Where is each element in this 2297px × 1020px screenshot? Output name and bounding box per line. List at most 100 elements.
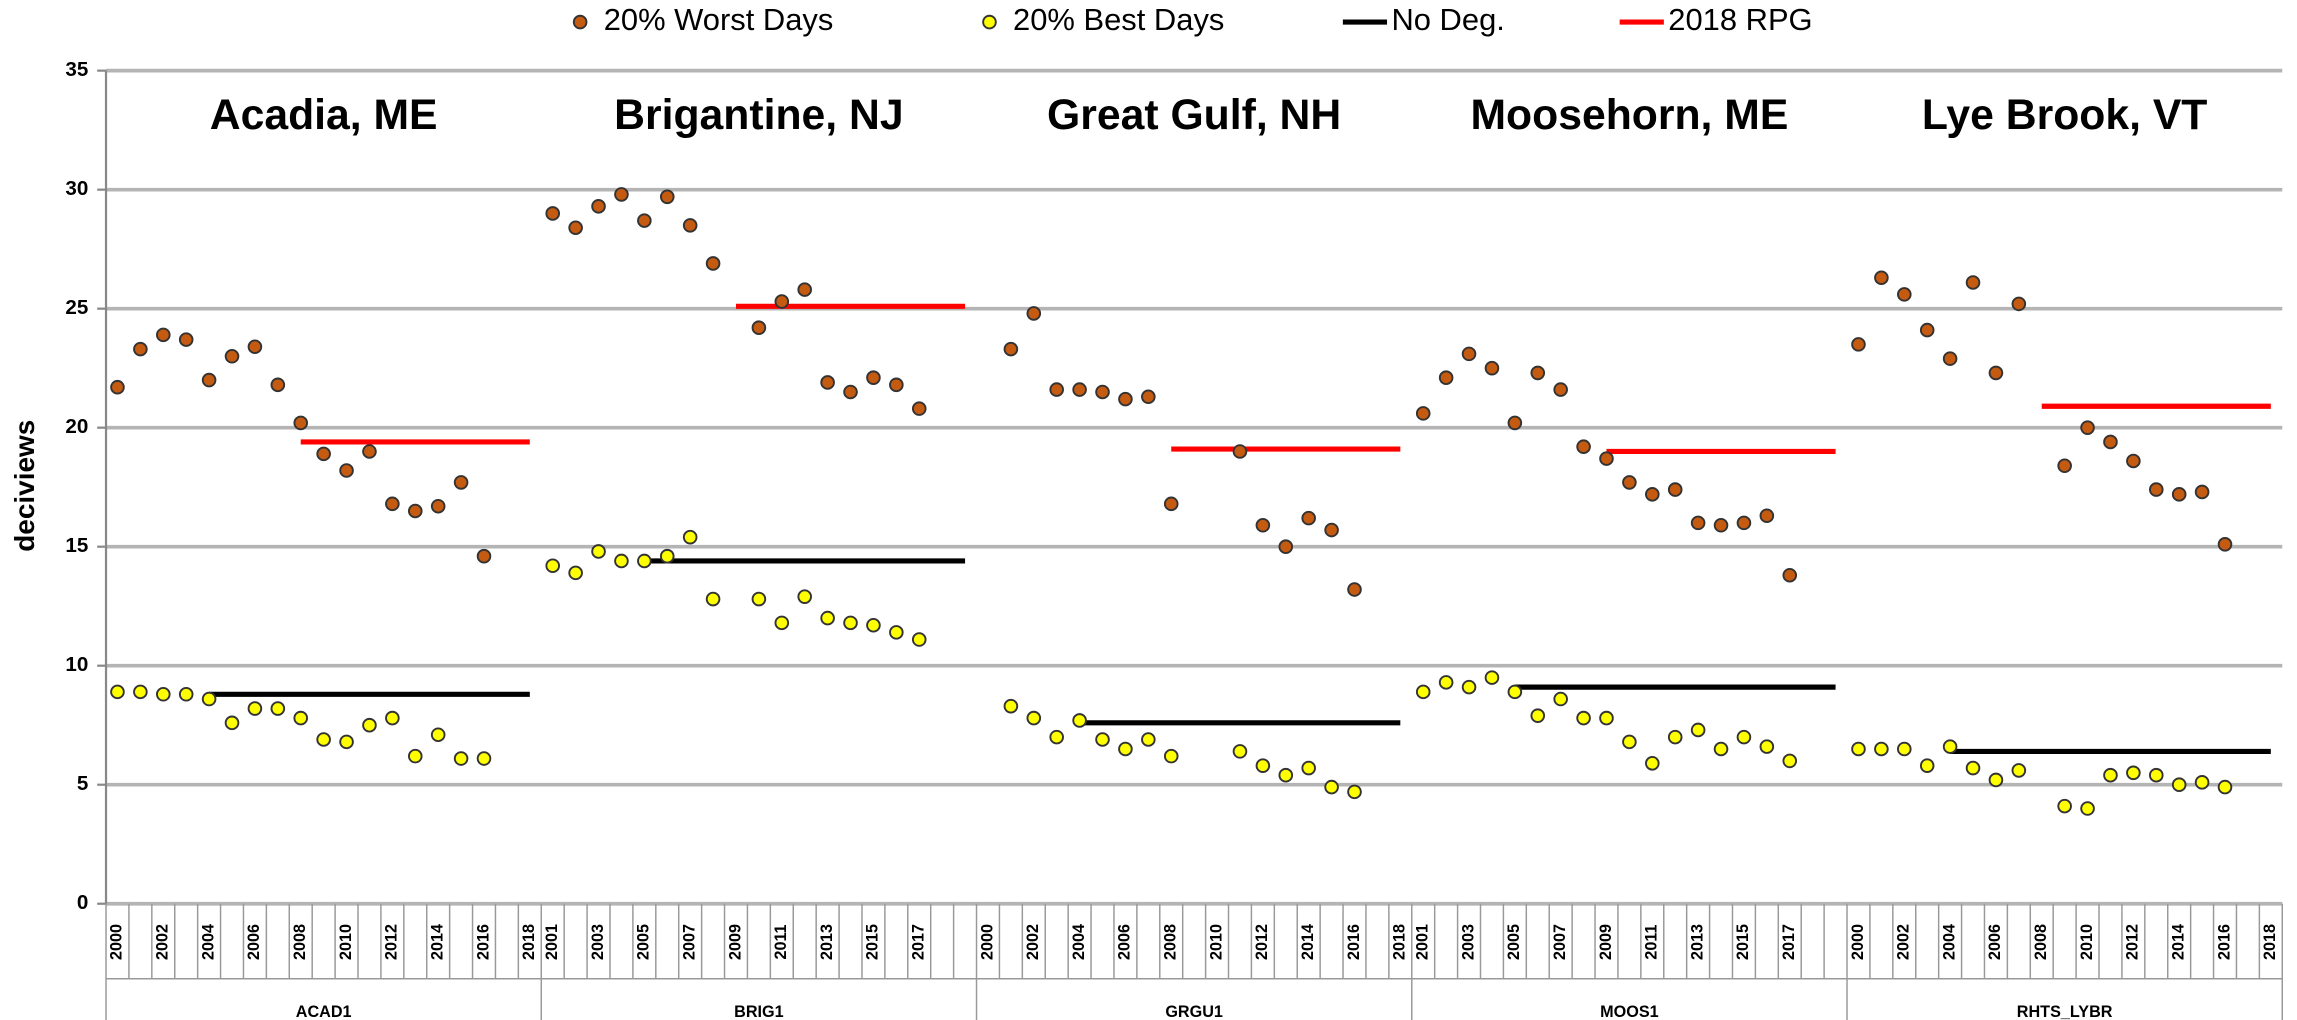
point [1072,382,1087,397]
point [751,591,767,607]
point [178,332,194,347]
x-tick-label: 2018 [1391,924,1409,960]
point [797,282,812,297]
point [110,379,125,395]
x-tick-label: 2000 [108,924,126,960]
point [1347,784,1362,800]
point [1301,760,1316,776]
x-tick-label: 2008 [2032,924,2050,960]
point [1851,741,1866,757]
point [1438,675,1454,690]
point [430,727,446,743]
x-tick-label: 2017 [910,924,928,960]
point [751,320,767,335]
x-tick-label: 2002 [1895,924,1913,960]
point [843,384,858,400]
point [224,348,240,364]
point [1645,487,1660,502]
point [659,548,675,564]
point [1759,508,1775,524]
point [476,751,492,766]
legend-label: 20% Best Days [1013,2,1224,37]
point [614,553,629,569]
point [1461,679,1477,695]
group-label: MOOS1 [1600,1003,1658,1020]
x-tick-label: 2011 [1643,924,1661,959]
point [1759,739,1775,754]
point [1072,713,1087,728]
y-tick-label: 15 [65,534,88,557]
x-tick-label: 2014 [1299,924,1317,960]
point [407,748,423,764]
x-tick-label: 2014 [428,924,446,960]
point [568,565,583,581]
y-tick-label: 5 [77,772,88,795]
point [2103,434,2118,450]
point [1232,744,1248,759]
point [866,370,881,385]
point [1003,698,1019,714]
point [843,615,858,631]
point [385,710,400,726]
point [2171,487,2187,502]
point [1919,758,1935,773]
y-tick-label: 20 [65,415,88,438]
point [1897,741,1912,757]
point [1163,496,1179,512]
point [2057,458,2072,474]
y-axis-label: deciviews [9,420,40,552]
point [1415,684,1431,700]
x-tick-label: 2009 [726,924,744,960]
x-tick-label: 2005 [1505,924,1523,960]
point [1507,684,1523,700]
x-tick-label: 2007 [1551,924,1569,960]
group-title: Moosehorn, ME [1470,91,1788,139]
point [453,475,469,490]
point [1874,270,1889,286]
point [1484,360,1500,376]
x-tick-label: 2005 [635,924,653,960]
x-tick-label: 2018 [520,924,538,960]
point [2080,420,2095,435]
y-tick-label: 30 [65,177,88,200]
point [362,717,377,733]
point [293,415,309,431]
x-tick-label: 2007 [680,924,698,960]
x-tick-label: 2014 [2169,924,2187,960]
x-tick-label: 2016 [474,924,492,960]
point [1026,306,1042,321]
y-tick-label: 10 [65,653,88,676]
point [1163,748,1179,764]
point [316,732,331,747]
point [2057,798,2072,814]
point [2171,777,2187,792]
point [1118,391,1133,407]
x-tick-label: 2006 [1986,924,2004,960]
x-tick-label: 2004 [1070,924,1088,960]
point [339,463,354,478]
x-tick-label: 2018 [2261,924,2279,960]
point [1942,739,1958,754]
legend-label: 20% Worst Days [604,2,834,37]
point [1713,517,1729,533]
point [1736,729,1752,745]
point [705,256,721,271]
point [1530,708,1546,723]
point [1942,351,1958,366]
y-tick-label: 0 [77,891,88,914]
point [1507,415,1523,431]
point [911,401,927,416]
x-tick-label: 2011 [772,924,790,959]
group-label: GRGU1 [1165,1003,1223,1020]
x-tick-label: 2004 [1940,924,1958,960]
point [591,544,606,559]
x-tick-label: 2004 [199,924,217,960]
point [1690,515,1706,531]
x-tick-label: 2008 [1162,924,1180,960]
point [545,558,561,574]
point [2103,767,2118,783]
legend-label: 2018 RPG [1668,2,1812,37]
x-tick-label: 2012 [383,924,401,960]
point [1347,582,1362,597]
point [1782,567,1798,583]
